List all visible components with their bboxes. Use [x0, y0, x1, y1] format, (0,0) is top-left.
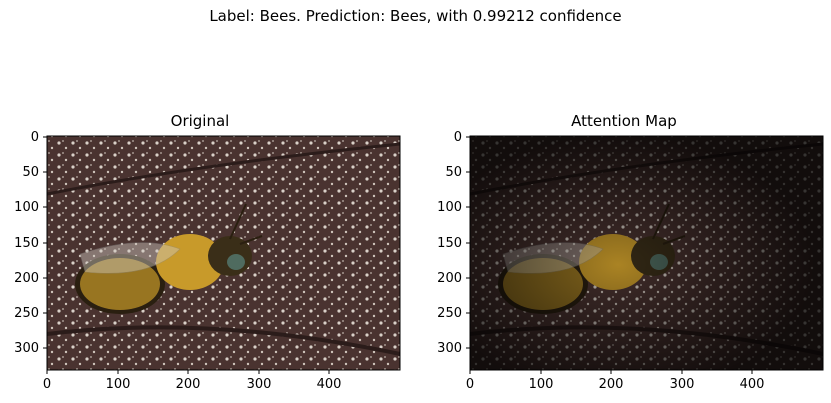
- x-tick-label: 100: [529, 377, 554, 392]
- y-tick-label: 50: [22, 165, 39, 180]
- y-tick-label: 200: [14, 271, 39, 286]
- x-tick-label: 400: [740, 377, 765, 392]
- y-tick-label: 100: [437, 200, 462, 215]
- x-tick-label: 300: [670, 377, 695, 392]
- y-tick-label: 100: [14, 200, 39, 215]
- y-tick-label: 150: [14, 236, 39, 251]
- attention-overlay: [470, 136, 823, 370]
- y-tick-label: 300: [437, 341, 462, 356]
- y-tick-label: 50: [445, 165, 462, 180]
- y-tick-label: 300: [14, 341, 39, 356]
- x-tick-label: 300: [247, 377, 272, 392]
- attention-image: [469, 136, 824, 370]
- y-tick-label: 150: [437, 236, 462, 251]
- axes-frame: [469, 135, 824, 371]
- x-ticks: 0 100 200 300 400: [466, 370, 765, 392]
- x-tick-label: 200: [599, 377, 624, 392]
- attention-panel: Attention Map: [424, 104, 824, 403]
- x-tick-label: 200: [176, 377, 201, 392]
- x-tick-label: 400: [317, 377, 342, 392]
- figure-suptitle: Label: Bees. Prediction: Bees, with 0.99…: [209, 7, 622, 25]
- original-axes: 0 50 100 150 200 250 300 0 100 200 300 4…: [14, 130, 401, 392]
- x-tick-label: 0: [43, 377, 51, 392]
- original-panel: Original: [0, 104, 401, 403]
- y-ticks: 0 50 100 150 200 250 300: [14, 130, 47, 356]
- axes-frame: [46, 135, 401, 371]
- y-ticks: 0 50 100 150 200 250 300: [437, 130, 470, 356]
- x-tick-label: 0: [466, 377, 474, 392]
- x-ticks: 0 100 200 300 400: [43, 370, 342, 392]
- y-tick-label: 0: [31, 130, 39, 145]
- y-tick-label: 250: [14, 306, 39, 321]
- y-tick-label: 200: [437, 271, 462, 286]
- attention-axes: 0 50 100 150 200 250 300 0 100 200 300 4…: [437, 130, 824, 392]
- panel-title-attention: Attention Map: [571, 112, 677, 130]
- original-image: [46, 136, 401, 370]
- panel-title-original: Original: [170, 112, 230, 130]
- y-tick-label: 0: [454, 130, 462, 145]
- bee-figure: [75, 203, 263, 314]
- x-tick-label: 100: [106, 377, 131, 392]
- y-tick-label: 250: [437, 306, 462, 321]
